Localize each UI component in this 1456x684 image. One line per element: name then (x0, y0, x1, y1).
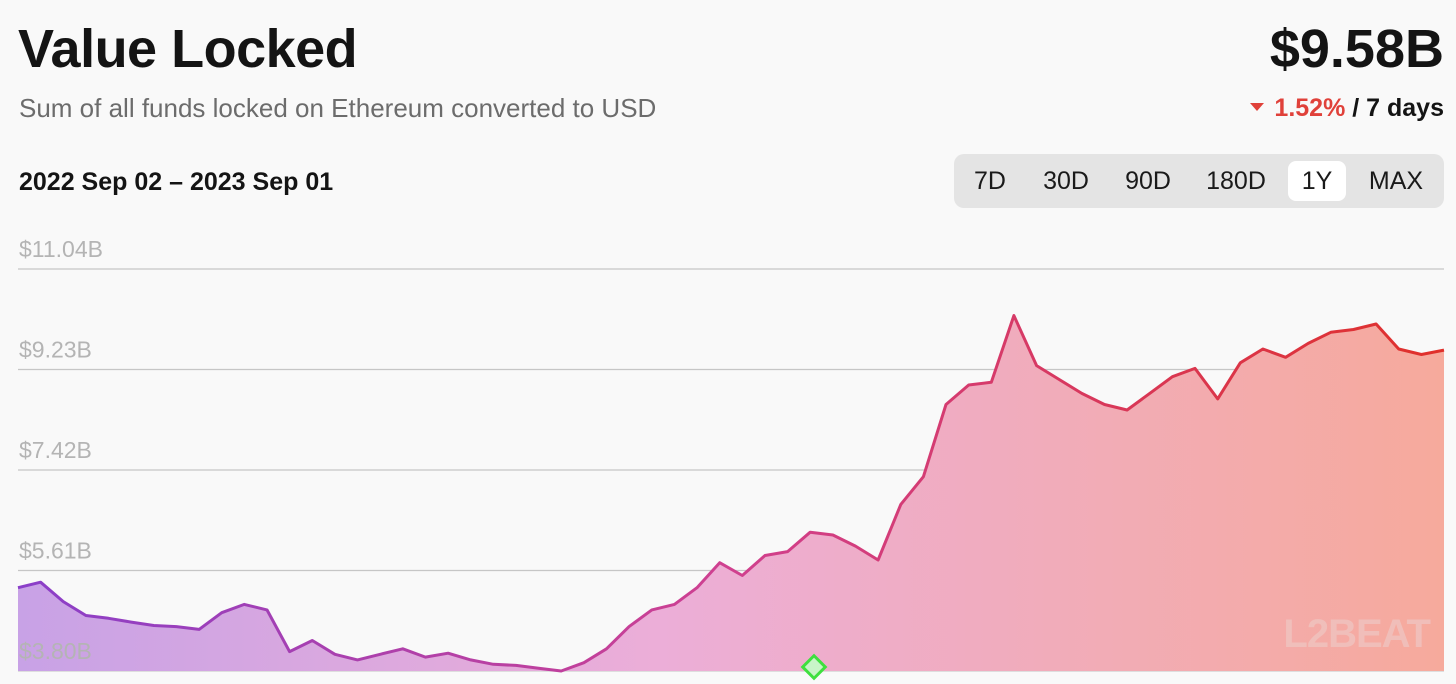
y-tick-label: $3.80B (19, 638, 92, 664)
change-period: / 7 days (1352, 94, 1444, 122)
date-range: 2022 Sep 02 – 2023 Sep 01 (19, 168, 334, 196)
time-range-tabs: 7D 30D 90D 180D 1Y MAX (954, 154, 1444, 208)
tab-180d[interactable]: 180D (1206, 167, 1266, 195)
tab-7d[interactable]: 7D (974, 167, 1006, 195)
tvl-area (18, 315, 1444, 671)
change-percent: 1.52% (1274, 94, 1346, 122)
total-value: $9.58B (1269, 19, 1444, 79)
change-indicator: 1.52% / 7 days (1250, 92, 1444, 124)
tab-max[interactable]: MAX (1368, 167, 1424, 195)
tab-90d[interactable]: 90D (1125, 167, 1171, 195)
y-tick-label: $11.04B (19, 236, 103, 262)
tab-1y[interactable]: 1Y (1288, 161, 1346, 201)
page-subtitle: Sum of all funds locked on Ethereum conv… (19, 93, 657, 123)
tvl-chart[interactable]: $11.04B $9.23B $7.42B $5.61B $3.80B (0, 220, 1456, 684)
down-arrow-icon (1250, 103, 1265, 112)
y-tick-label: $7.42B (19, 437, 92, 463)
tvl-line (17, 314, 1445, 673)
y-tick-label: $5.61B (19, 538, 92, 564)
event-marker[interactable] (800, 653, 828, 681)
page-title: Value Locked (18, 19, 358, 79)
l2beat-watermark: L2BEAT (1283, 612, 1431, 656)
y-tick-label: $9.23B (19, 337, 92, 363)
tab-30d[interactable]: 30D (1043, 167, 1089, 195)
